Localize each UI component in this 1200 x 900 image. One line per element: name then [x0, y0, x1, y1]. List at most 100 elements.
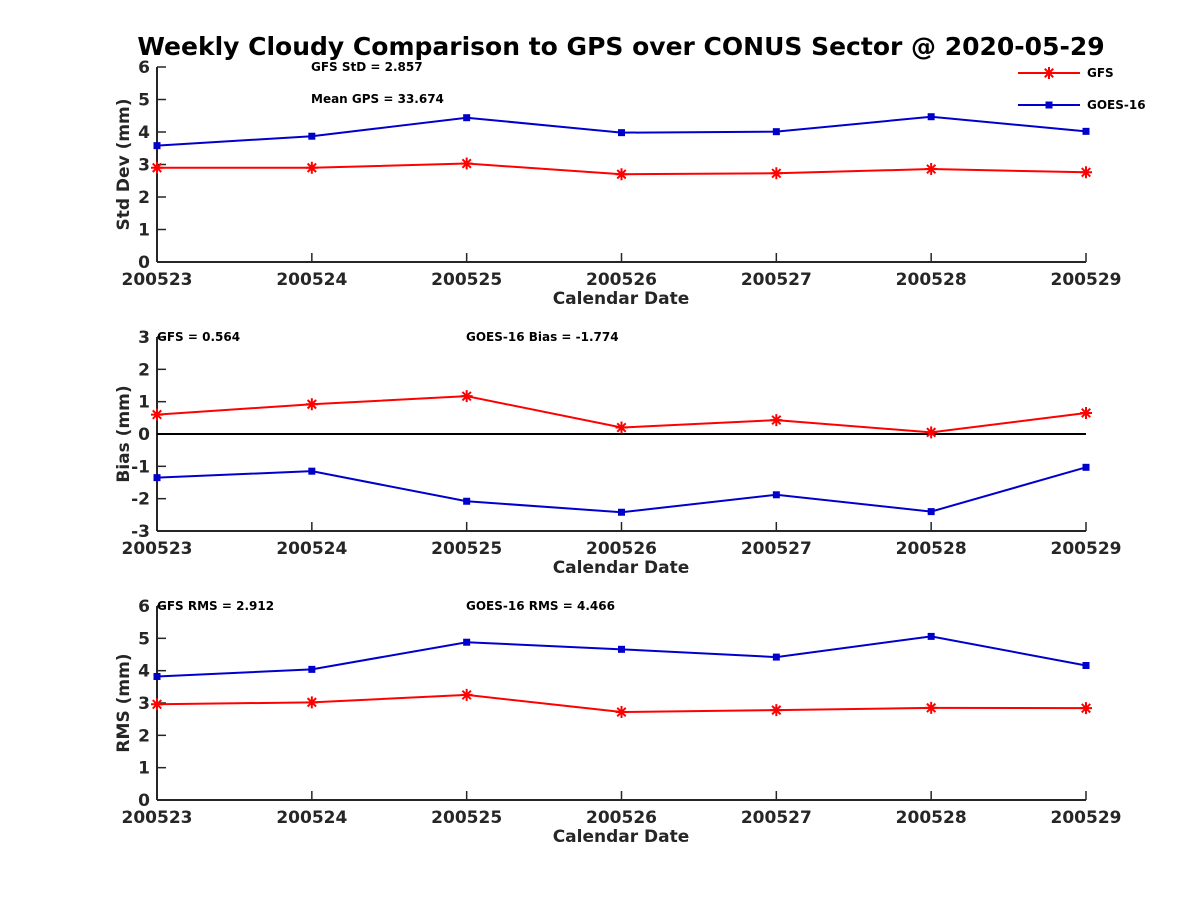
- legend-label: GOES-16: [1087, 98, 1146, 112]
- gfs-data-point: [305, 398, 318, 411]
- rms-panel: 0 1 2 3 4 5 6 200523 200524 200525 200526 200527 200…: [114, 597, 1121, 847]
- y-tick-label: 3: [138, 156, 150, 176]
- gfs-data-point: [460, 688, 473, 701]
- annotation: GFS = 0.564: [157, 330, 240, 344]
- gfs-data-point: [1080, 406, 1092, 419]
- x-tick-label: 200527: [741, 808, 812, 828]
- y-tick-label: 0: [138, 425, 150, 445]
- x-tick-label: 200528: [896, 808, 967, 828]
- y-tick-label: 1: [138, 393, 150, 413]
- goes16-data-point: [153, 142, 161, 150]
- x-tick-label: 200523: [122, 270, 193, 290]
- gfs-data-point: [615, 421, 628, 434]
- annotation: Mean GPS = 33.674: [311, 92, 444, 106]
- y-tick-label: 5: [138, 629, 150, 649]
- goes16-data-point: [463, 114, 471, 122]
- gfs-data-point: [151, 698, 163, 711]
- x-tick-label: 200524: [276, 808, 347, 828]
- goes16-data-point: [308, 665, 316, 673]
- x-tick-label: 200525: [431, 270, 502, 290]
- x-tick-label: 200529: [1051, 539, 1122, 559]
- goes16-data-point: [772, 491, 780, 499]
- gfs-data-point: [615, 168, 628, 181]
- x-tick-label: 200528: [896, 270, 967, 290]
- goes16-data-point: [463, 497, 471, 505]
- x-tick-label: 200527: [741, 270, 812, 290]
- y-tick-label: 6: [138, 58, 150, 78]
- y-axis-label: Bias (mm): [114, 385, 134, 482]
- y-tick-label: 2: [138, 360, 150, 380]
- gfs-data-point: [305, 696, 318, 709]
- y-tick-label: -2: [131, 490, 150, 510]
- legend-marker: [1043, 67, 1055, 79]
- gfs-data-point: [460, 157, 473, 170]
- y-tick-label: 4: [138, 662, 150, 682]
- goes16-data-point: [772, 653, 780, 661]
- gfs-data-point: [925, 701, 938, 714]
- std-dev-panel: 0 1 2 3 4 5 6 200523 200524 200525 200526 200527 200…: [114, 58, 1121, 309]
- goes16-data-point: [463, 638, 471, 646]
- legend-marker: [1045, 101, 1053, 109]
- goes16-data-point: [308, 132, 316, 140]
- x-tick-label: 200525: [431, 808, 502, 828]
- y-axis-label: Std Dev (mm): [114, 98, 134, 230]
- annotation: GFS RMS = 2.912: [157, 599, 274, 613]
- goes16-series-line: [156, 635, 1087, 678]
- goes16-data-point: [1082, 127, 1090, 135]
- y-tick-label: -3: [131, 522, 150, 542]
- y-tick-label: -1: [131, 457, 150, 477]
- y-tick-label: 0: [138, 253, 150, 273]
- y-tick-label: 6: [138, 597, 150, 617]
- x-tick-label: 200525: [431, 539, 502, 559]
- y-tick-label: 3: [138, 328, 150, 348]
- y-tick-label: 2: [138, 726, 150, 746]
- legend-label: GFS: [1087, 66, 1114, 80]
- goes16-series-line: [156, 466, 1087, 514]
- x-tick-label: 200527: [741, 539, 812, 559]
- x-axis-label: Calendar Date: [553, 827, 690, 847]
- y-tick-label: 4: [138, 123, 150, 143]
- x-tick-label: 200529: [1051, 808, 1122, 828]
- y-tick-label: 5: [138, 91, 150, 111]
- annotation: GOES-16 RMS = 4.466: [466, 599, 615, 613]
- y-tick-label: 2: [138, 188, 150, 208]
- x-axis-label: Calendar Date: [553, 289, 690, 309]
- gfs-data-point: [1080, 702, 1092, 715]
- goes16-data-point: [618, 645, 625, 653]
- y-tick-label: 3: [138, 694, 150, 714]
- y-tick-label: 0: [138, 791, 150, 811]
- goes16-data-point: [1082, 463, 1090, 471]
- x-tick-label: 200526: [586, 808, 657, 828]
- gfs-data-point: [460, 390, 473, 403]
- gfs-data-point: [1080, 166, 1092, 179]
- x-tick-label: 200524: [276, 270, 347, 290]
- goes16-data-point: [927, 508, 935, 516]
- goes16-data-point: [772, 128, 780, 136]
- gfs-data-point: [615, 706, 628, 719]
- y-tick-label: 1: [138, 759, 150, 779]
- gfs-data-point: [925, 426, 938, 439]
- goes16-data-point: [153, 672, 161, 680]
- x-tick-label: 200526: [586, 539, 657, 559]
- goes16-data-point: [308, 467, 316, 475]
- x-tick-label: 200529: [1051, 270, 1122, 290]
- goes16-data-point: [618, 129, 625, 137]
- gfs-data-point: [925, 163, 938, 176]
- gfs-data-point: [770, 167, 783, 180]
- x-axis-label: Calendar Date: [553, 558, 690, 578]
- gfs-data-point: [770, 414, 783, 427]
- y-tick-label: 1: [138, 221, 150, 241]
- x-tick-label: 200524: [276, 539, 347, 559]
- x-tick-label: 200528: [896, 539, 967, 559]
- y-axis-label: RMS (mm): [114, 653, 134, 752]
- goes16-data-point: [927, 113, 935, 121]
- chart-title: Weekly Cloudy Comparison to GPS over CON…: [137, 32, 1104, 61]
- x-tick-label: 200523: [122, 808, 193, 828]
- gfs-data-point: [305, 161, 318, 174]
- x-tick-label: 200523: [122, 539, 193, 559]
- gfs-data-point: [770, 704, 783, 717]
- annotation: GFS StD = 2.857: [311, 60, 423, 74]
- goes16-data-point: [927, 632, 935, 640]
- goes16-data-point: [1082, 661, 1090, 669]
